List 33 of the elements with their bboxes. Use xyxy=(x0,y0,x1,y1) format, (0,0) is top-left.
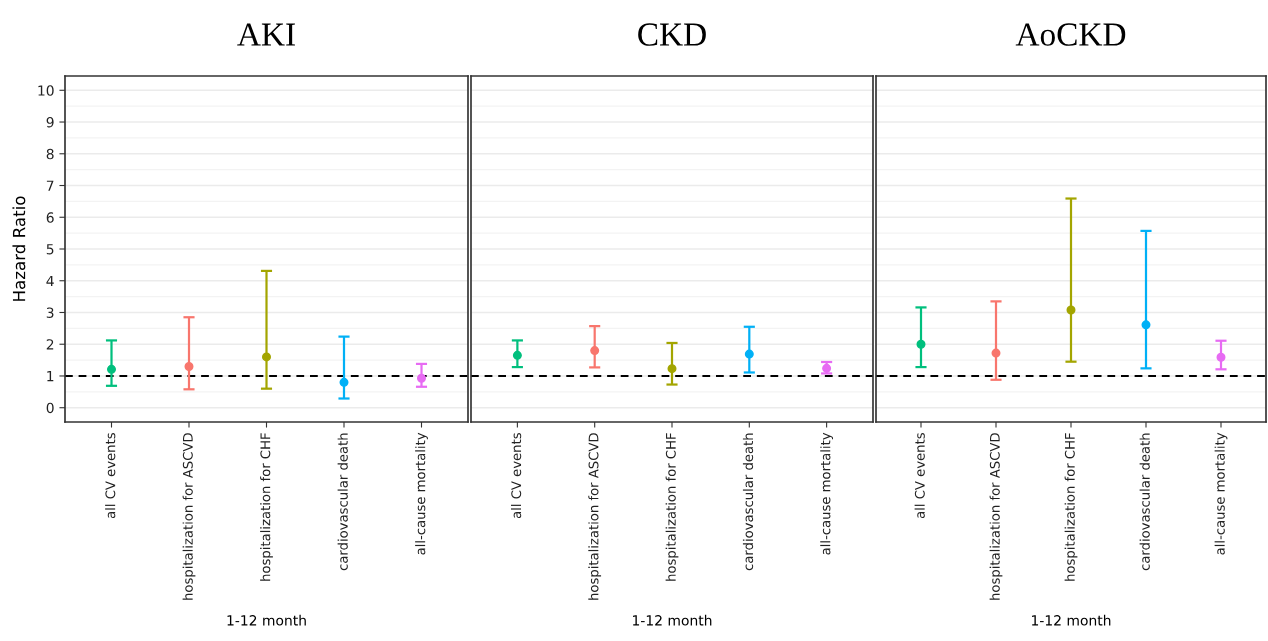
x-tick-label: hospitalization for CHF xyxy=(665,433,679,581)
x-tick-label: hospitalization for ASCVD xyxy=(588,433,602,600)
x-tick-label: hospitalization for CHF xyxy=(1064,433,1078,581)
y-tick-label: 6 xyxy=(46,212,54,223)
x-axis-title: 1-12 month xyxy=(633,614,712,626)
x-tick-label: hospitalization for ASCVD xyxy=(182,433,196,600)
x-tick-label: all CV events xyxy=(914,433,925,519)
y-tick-label: 1 xyxy=(47,371,54,382)
x-tick-label: hospitalization for CHF xyxy=(260,433,273,581)
y-tick-label: 10 xyxy=(38,85,54,96)
y-tick-label: 5 xyxy=(46,244,54,255)
chart-title: AKI xyxy=(237,23,295,46)
x-tick-label: all-cause mortality xyxy=(820,432,833,555)
x-tick-label: all CV events xyxy=(105,433,116,519)
y-tick-label: 9 xyxy=(46,117,54,128)
x-axis-title: 1-12 month xyxy=(227,614,306,626)
y-tick-label: 2 xyxy=(46,339,54,350)
x-tick-label: all-cause mortality xyxy=(1214,432,1228,555)
y-tick-label: 8 xyxy=(46,148,54,160)
x-tick-label: hospitalization for ASCVD xyxy=(989,433,1003,600)
x-tick-label: cardiovascular death xyxy=(1139,433,1150,571)
y-tick-label: 4 xyxy=(46,275,54,287)
y-axis-title: Hazard Ratio xyxy=(12,196,26,301)
chart-title: AoCKD xyxy=(1015,23,1126,46)
x-tick-label: all-cause mortality xyxy=(415,432,428,555)
x-tick-label: cardiovascular death xyxy=(742,433,754,571)
y-tick-label: 0 xyxy=(46,402,54,414)
x-tick-label: cardiovascular death xyxy=(337,433,348,571)
x-tick-label: all CV events xyxy=(511,433,522,519)
y-tick-label: 3 xyxy=(46,307,54,318)
x-axis-title: 1-12 month xyxy=(1032,614,1111,626)
y-tick-label: 7 xyxy=(46,180,54,191)
chart-title: CKD xyxy=(638,23,706,46)
